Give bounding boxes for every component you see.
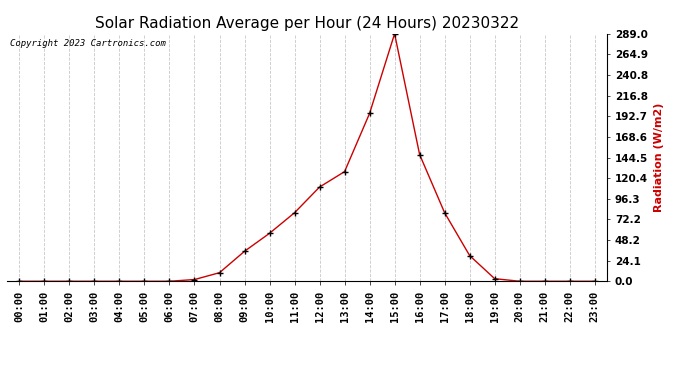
Y-axis label: Radiation (W/m2): Radiation (W/m2) [653,103,664,212]
Title: Solar Radiation Average per Hour (24 Hours) 20230322: Solar Radiation Average per Hour (24 Hou… [95,16,519,31]
Text: Copyright 2023 Cartronics.com: Copyright 2023 Cartronics.com [10,39,166,48]
